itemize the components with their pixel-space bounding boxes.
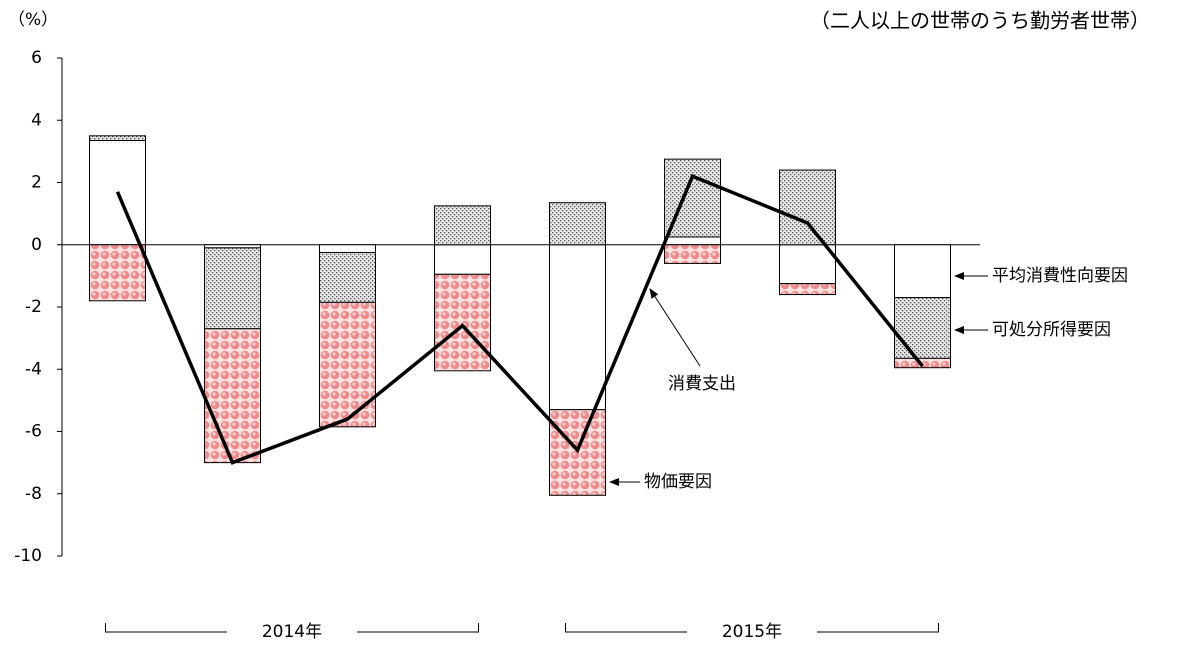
y-tick-label: -10 (14, 546, 42, 566)
y-tick-label: -2 (25, 297, 42, 317)
year-bracket (105, 623, 479, 633)
bar-segment (319, 252, 376, 303)
bar-segment (89, 244, 146, 302)
bar-segment (894, 357, 951, 369)
bar-segment (319, 301, 376, 428)
line (115, 174, 924, 465)
year-bracket (565, 623, 939, 633)
legend-label: 消費支出 (668, 374, 736, 394)
y-tick-label: 2 (31, 173, 42, 193)
bar-segment (894, 297, 951, 359)
legend-label: 平均消費性向要因 (992, 266, 1128, 286)
bar-segment (204, 247, 261, 330)
y-tick-label: 0 (31, 235, 42, 255)
bar-segment (779, 283, 836, 296)
bar-segment (894, 244, 951, 299)
year-label: 2014年 (262, 622, 322, 642)
bar-segment (434, 273, 491, 372)
chart-title: （二人以上の世帯のうち勤労者世帯） (810, 9, 1150, 33)
bar-segment (779, 169, 836, 246)
y-tick-label: -4 (25, 359, 42, 379)
legend-label: 物価要因 (644, 472, 712, 492)
bar-segment (549, 202, 606, 246)
legend-arrow (649, 288, 701, 367)
bar-segment (319, 244, 376, 254)
bar-segment (779, 244, 836, 285)
y-tick-label: -8 (25, 484, 42, 504)
year-label: 2015年 (722, 622, 782, 642)
y-tick-label: 4 (31, 110, 42, 130)
bar-segment (204, 328, 261, 464)
bar-segment (434, 205, 491, 246)
y-unit: （%） (8, 10, 58, 30)
legend-label: 可処分所得要因 (992, 320, 1111, 340)
y-tick-label: -6 (25, 422, 42, 442)
bar-segment (664, 236, 721, 246)
bar-segment (434, 244, 491, 275)
y-tick-label: 6 (31, 48, 42, 68)
bar-segment (89, 135, 146, 141)
bar-segment (664, 244, 721, 264)
bar-segment (549, 244, 606, 411)
